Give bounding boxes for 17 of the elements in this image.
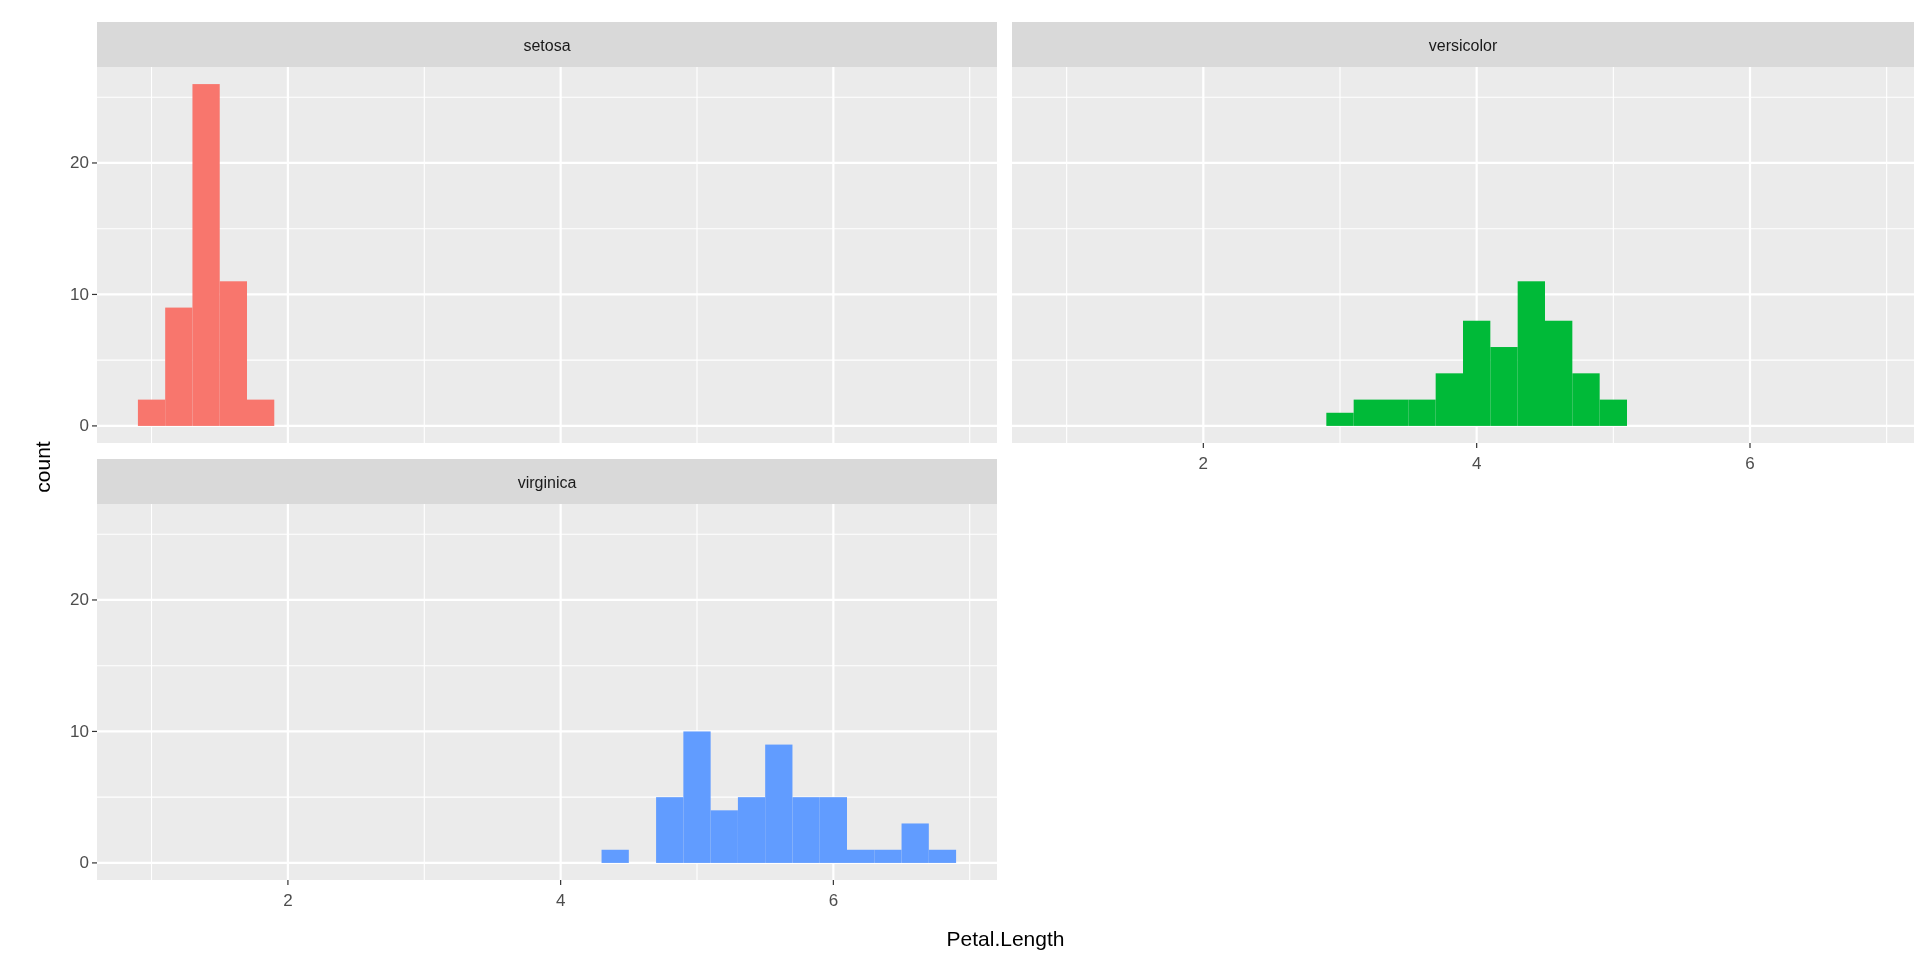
x-tick-label: 2 — [283, 891, 293, 910]
y-tick-label: 20 — [70, 590, 89, 610]
chart-title: virginica — [517, 473, 577, 490]
x-tick-label: 6 — [828, 891, 839, 910]
y-tick-label: 20 — [70, 153, 89, 173]
y-axis-title: count — [30, 441, 54, 493]
x-axis-title: Petal.Length — [946, 927, 1065, 950]
x-tick-label: 2 — [1198, 454, 1209, 473]
y-tick-label: 0 — [79, 416, 89, 436]
x-tick-label: 4 — [1471, 454, 1482, 473]
x-tick-label: 4 — [555, 891, 566, 910]
y-tick-label: 10 — [70, 284, 89, 304]
chart-title: setosa — [523, 36, 571, 53]
y-tick-label: 10 — [70, 721, 89, 741]
chart-title: versicolor — [1428, 36, 1498, 53]
x-tick-label: 6 — [1745, 454, 1755, 473]
y-tick-label: 0 — [79, 853, 89, 873]
